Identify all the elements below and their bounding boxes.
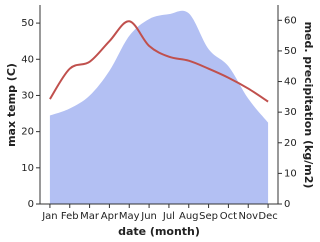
y2-axis-title: med. precipitation (kg/m2): [302, 22, 315, 189]
x-tick-label: Feb: [61, 211, 79, 222]
x-tick-label: Aug: [179, 211, 199, 222]
x-tick-label: May: [119, 211, 140, 222]
y2-tick-label: 0: [284, 199, 290, 210]
y2-tick-label: 20: [284, 138, 297, 149]
y-tick-label: 0: [28, 199, 34, 210]
y-tick-label: 40: [21, 54, 34, 65]
y2-tick-label: 60: [284, 15, 297, 26]
x-tick-label: Sep: [199, 211, 218, 222]
temperature-line: [49, 20, 269, 103]
y-tick-label: 30: [21, 90, 34, 101]
x-tick-label: Jun: [140, 211, 157, 222]
y-tick-label: 10: [21, 163, 34, 174]
x-tick-label: Nov: [238, 211, 258, 222]
y-axis-title: max temp (C): [5, 63, 18, 147]
y2-tick-label: 30: [284, 107, 297, 118]
x-tick-label: Dec: [258, 211, 277, 222]
x-tick-label: Jul: [162, 211, 175, 222]
precipitation-area: [49, 10, 269, 204]
y2-tick-label: 10: [284, 168, 297, 179]
y2-tick-label: 50: [284, 46, 297, 57]
x-tick-label: Jan: [41, 211, 57, 222]
x-axis-title: date (month): [118, 225, 200, 238]
x-tick-label: Apr: [101, 211, 119, 222]
y2-tick-label: 40: [284, 77, 297, 88]
x-tick-label: Mar: [80, 211, 100, 222]
x-tick-label: Oct: [220, 211, 237, 222]
y-tick-label: 50: [21, 18, 34, 29]
y-tick-label: 20: [21, 127, 34, 138]
